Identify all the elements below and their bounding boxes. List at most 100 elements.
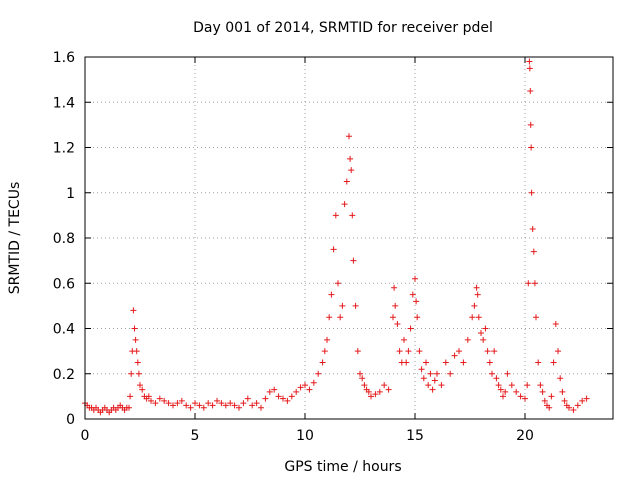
data-point (258, 404, 264, 411)
data-point (231, 402, 238, 409)
y-tick-label: 1.6 (53, 50, 75, 66)
data-point (376, 388, 383, 395)
data-point (493, 375, 500, 382)
data-point (137, 382, 143, 389)
chart-title: Day 001 of 2014, SRMTID for receiver pde… (193, 20, 493, 36)
y-tick-label: 0 (66, 412, 75, 428)
data-point (405, 348, 412, 355)
data-point (348, 167, 355, 174)
data-point (262, 395, 269, 402)
y-tick-label: 0.4 (53, 322, 75, 338)
data-points (82, 58, 590, 416)
data-point (474, 291, 481, 298)
data-point (524, 382, 531, 389)
data-point (394, 320, 401, 327)
data-point (434, 370, 440, 377)
data-point (484, 348, 491, 355)
data-point (132, 336, 139, 343)
data-point (139, 386, 146, 393)
data-point (349, 212, 356, 219)
data-point (423, 359, 429, 366)
y-tick-label: 0.8 (53, 231, 75, 247)
data-point (222, 402, 229, 409)
data-point (525, 280, 532, 287)
data-point (469, 314, 476, 321)
ticks (84, 56, 613, 420)
data-point (361, 382, 368, 389)
data-point (550, 359, 557, 366)
data-point (205, 400, 212, 407)
data-point (332, 212, 339, 219)
data-point (418, 366, 425, 373)
data-point (403, 359, 410, 366)
data-point (438, 382, 445, 389)
data-point (341, 201, 348, 208)
data-point (249, 402, 256, 409)
data-point (218, 400, 225, 407)
data-point (555, 348, 561, 355)
data-point (391, 284, 398, 291)
data-point (561, 397, 568, 404)
y-axis-label: SRMTID / TECUs (7, 182, 23, 295)
data-point (326, 314, 333, 321)
data-point (396, 348, 403, 355)
data-point (170, 402, 176, 409)
data-point (414, 314, 421, 321)
data-point (530, 248, 537, 255)
x-tick-label: 0 (81, 428, 90, 444)
data-point (131, 325, 138, 332)
data-point (526, 65, 533, 72)
data-point (566, 404, 572, 411)
data-point (306, 386, 313, 393)
x-tick-label: 20 (516, 428, 534, 444)
data-point (271, 386, 278, 393)
data-point (133, 348, 140, 355)
y-tick-label: 1 (66, 186, 75, 202)
data-point (407, 325, 414, 332)
data-point (350, 257, 357, 264)
data-point (486, 359, 493, 366)
x-tick-label: 5 (191, 428, 200, 444)
data-point (357, 370, 363, 377)
data-point (475, 314, 482, 321)
data-point (130, 307, 137, 314)
data-point (442, 359, 449, 366)
data-point (427, 370, 434, 377)
data-point (156, 395, 163, 402)
data-point (539, 388, 546, 395)
data-point (127, 393, 134, 400)
data-point (546, 404, 553, 411)
data-point (347, 155, 354, 162)
data-point (527, 121, 534, 128)
data-point (557, 375, 564, 382)
y-tick-label: 0.6 (53, 276, 75, 292)
data-point (574, 402, 581, 409)
data-point (145, 393, 152, 400)
data-point (491, 348, 498, 355)
tick-labels: 0 5 10 15 20 0 0.2 0.4 0.6 0.8 1 1.2 1.4 1.6 (53, 50, 534, 444)
data-point (548, 393, 555, 400)
data-point (174, 400, 181, 407)
data-point (135, 370, 142, 377)
data-point (339, 302, 346, 309)
data-point (293, 388, 300, 395)
data-point (192, 400, 198, 407)
data-point (456, 348, 462, 355)
data-point (214, 397, 220, 404)
data-point (489, 370, 495, 377)
data-point (529, 225, 536, 232)
data-point (335, 280, 341, 287)
data-point (297, 384, 304, 391)
data-point (368, 393, 374, 400)
data-point (527, 87, 534, 94)
data-point (372, 391, 379, 398)
data-point (528, 144, 535, 151)
data-point (354, 348, 361, 355)
data-point (471, 302, 478, 309)
data-point (128, 370, 135, 377)
data-point (583, 395, 590, 402)
data-point (531, 280, 538, 287)
data-point (537, 382, 544, 389)
data-point (337, 314, 344, 321)
data-point (381, 382, 388, 389)
